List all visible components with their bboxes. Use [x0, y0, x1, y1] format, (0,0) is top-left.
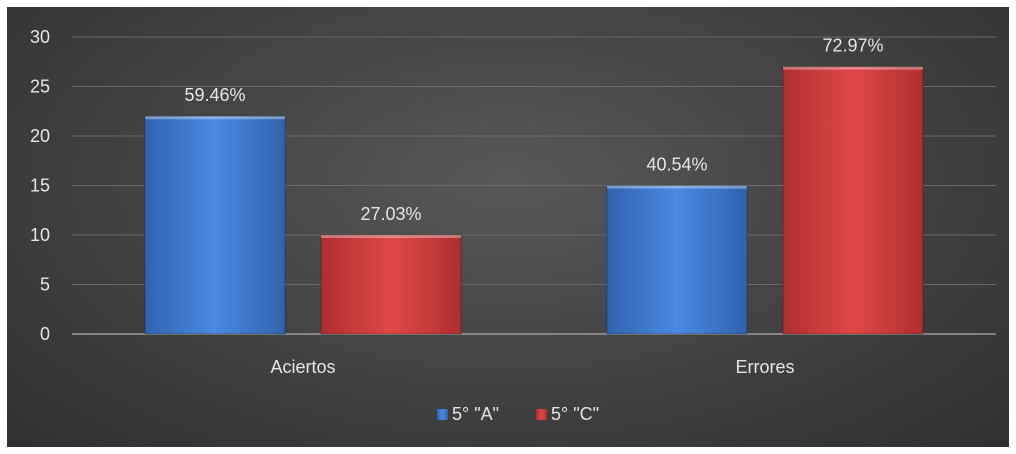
y-tick-label: 15 [30, 176, 50, 196]
bar [782, 66, 924, 335]
bar [320, 234, 462, 335]
data-labels: 59.46% 27.03% 40.54% 72.97% [184, 36, 883, 224]
x-tick-label: Errores [735, 357, 794, 377]
legend-swatch [536, 409, 547, 420]
y-tick-label: 25 [30, 77, 50, 97]
x-axis: Aciertos Errores [270, 357, 794, 377]
legend-swatch [437, 409, 448, 420]
legend: 5° "A" 5° "C" [437, 404, 599, 424]
y-tick-label: 10 [30, 225, 50, 245]
y-tick-label: 5 [40, 275, 50, 295]
data-label: 27.03% [360, 204, 421, 224]
bar-highlight [783, 66, 923, 70]
data-label: 59.46% [184, 85, 245, 105]
bar [606, 185, 748, 335]
bar-highlight [607, 185, 747, 189]
legend-label: 5° "A" [452, 404, 499, 424]
legend-label: 5° "C" [551, 404, 599, 424]
bars [144, 66, 924, 335]
x-tick-label: Aciertos [270, 357, 335, 377]
y-tick-label: 0 [40, 324, 50, 344]
bar [144, 115, 286, 335]
bar-highlight [145, 116, 285, 120]
data-label: 72.97% [822, 36, 883, 56]
data-label: 40.54% [646, 155, 707, 175]
y-tick-label: 20 [30, 126, 50, 146]
y-tick-label: 30 [30, 27, 50, 47]
bar-highlight [321, 235, 461, 238]
